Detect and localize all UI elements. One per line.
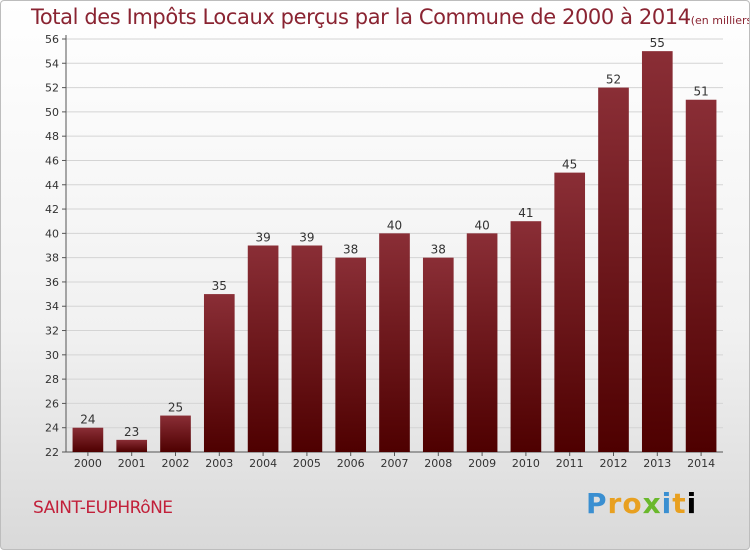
bar-2003: [203, 294, 235, 452]
y-tick-label: 32: [45, 325, 59, 338]
bar-2007: [379, 233, 410, 452]
logo-letter: o: [622, 487, 643, 520]
data-label-2010: 41: [518, 206, 533, 220]
x-tick-label-2007: 2007: [381, 457, 409, 470]
chart-unit: (en milliers d'€): [690, 14, 750, 27]
y-tick-label: 28: [45, 373, 59, 386]
logo-letter: i: [686, 487, 698, 520]
y-tick-label: 38: [45, 252, 59, 265]
proxiti-logo: Proxiti: [586, 487, 697, 520]
x-tick-label-2001: 2001: [118, 457, 146, 470]
data-label-2001: 23: [124, 425, 139, 439]
y-tick-label: 30: [45, 349, 59, 362]
bar-2014: [685, 99, 717, 452]
y-tick-label: 36: [45, 276, 59, 289]
y-tick-label: 34: [45, 300, 59, 313]
logo-letter: i: [661, 487, 673, 520]
commune-name: SAINT-EUPHRôNE: [33, 498, 173, 518]
x-tick-label-2012: 2012: [600, 457, 628, 470]
data-label-2005: 39: [299, 231, 314, 245]
bar-2000: [72, 427, 104, 452]
x-tick-label-2000: 2000: [74, 457, 102, 470]
x-tick-label-2006: 2006: [337, 457, 365, 470]
chart-title: Total des Impôts Locaux perçus par la Co…: [31, 5, 750, 29]
x-tick-label-2002: 2002: [162, 457, 190, 470]
data-label-2011: 45: [562, 158, 577, 172]
data-label-2002: 25: [168, 401, 183, 415]
x-tick-label-2004: 2004: [249, 457, 277, 470]
y-tick-label: 22: [45, 446, 59, 459]
data-label-2004: 39: [255, 231, 270, 245]
y-tick-label: 56: [45, 33, 59, 46]
y-tick-label: 40: [45, 227, 59, 240]
y-tick-label: 50: [45, 106, 59, 119]
x-tick-labels: 2000 2001 2002 2003 2004 2005 2006 2007 2008 2009…: [74, 457, 715, 470]
x-tick-label-2009: 2009: [468, 457, 496, 470]
data-label-2000: 24: [80, 413, 95, 427]
y-tick-label: 46: [45, 154, 59, 167]
y-tick-label: 42: [45, 203, 59, 216]
y-tick-label: 24: [45, 422, 59, 435]
data-label-2014: 51: [693, 85, 708, 99]
data-label-2006: 38: [343, 243, 358, 257]
logo-letter: P: [586, 487, 608, 520]
bar-2009: [466, 233, 498, 452]
y-tick-label: 44: [45, 179, 59, 192]
bars: [72, 51, 717, 453]
x-tick-label-2005: 2005: [293, 457, 321, 470]
bar-2005: [291, 245, 323, 452]
x-tick-label-2014: 2014: [687, 457, 715, 470]
bar-2006: [335, 257, 367, 452]
data-label-2013: 55: [650, 36, 665, 50]
y-tick-label: 54: [45, 57, 59, 70]
logo-letter: t: [672, 487, 687, 520]
x-tick-label-2003: 2003: [205, 457, 233, 470]
data-labels: 24 23 25 35 39 39 38 40 38 40 41 45 52 55 51: [80, 36, 708, 439]
bar-2012: [598, 87, 629, 453]
y-tick-label: 26: [45, 397, 59, 410]
data-label-2003: 35: [212, 279, 227, 293]
data-label-2012: 52: [606, 73, 621, 87]
data-label-2009: 40: [474, 218, 489, 232]
y-tick-label: 48: [45, 130, 59, 143]
logo-letter: x: [642, 487, 662, 520]
y-tick-labels: 22 24 26 28 30 32 34 36 38 40 42 44 46 48 50 52 54 56: [45, 33, 59, 459]
bar-2001: [116, 439, 148, 452]
bar-2013: [641, 51, 673, 452]
bar-2008: [422, 257, 454, 452]
bar-2002: [160, 415, 191, 452]
x-tick-label-2010: 2010: [512, 457, 540, 470]
x-tick-label-2013: 2013: [643, 457, 671, 470]
y-tick-label: 52: [45, 82, 59, 95]
chart-title-text: Total des Impôts Locaux perçus par la Co…: [31, 5, 691, 29]
data-label-2007: 40: [387, 218, 402, 232]
data-label-2008: 38: [431, 243, 446, 257]
x-tick-label-2008: 2008: [424, 457, 452, 470]
bar-2010: [510, 221, 542, 452]
logo-letter: r: [607, 487, 623, 520]
x-tick-label-2011: 2011: [556, 457, 584, 470]
bar-2004: [247, 245, 279, 452]
bar-2011: [554, 172, 586, 452]
